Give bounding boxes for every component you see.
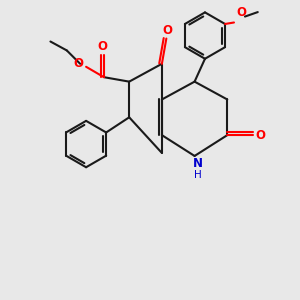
Text: N: N bbox=[193, 158, 202, 170]
Text: O: O bbox=[236, 6, 246, 19]
Text: O: O bbox=[256, 129, 266, 142]
Text: O: O bbox=[74, 57, 84, 70]
Text: H: H bbox=[194, 170, 201, 180]
Text: O: O bbox=[98, 40, 107, 53]
Text: O: O bbox=[163, 24, 173, 37]
